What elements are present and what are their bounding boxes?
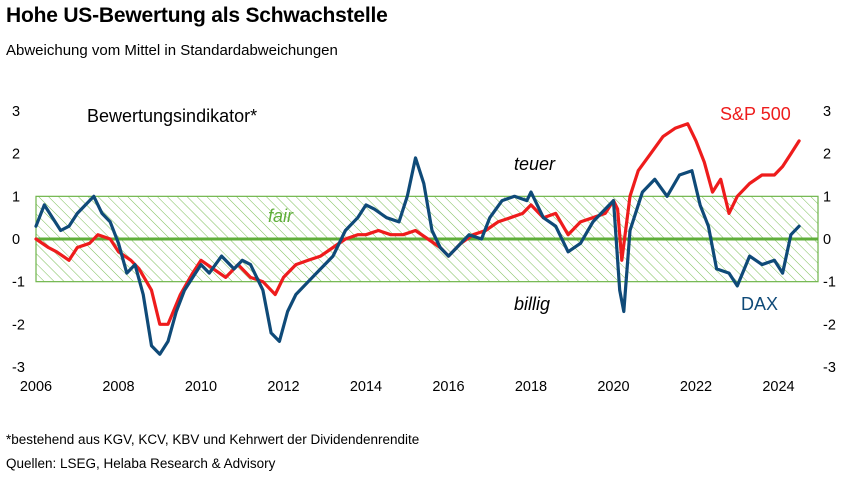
indicator-label: Bewertungsindikator* bbox=[87, 106, 257, 126]
series-line-sp500 bbox=[34, 122, 801, 326]
y-tick-right: 2 bbox=[823, 147, 831, 163]
source-note: Quellen: LSEG, Helaba Research & Advisor… bbox=[6, 456, 276, 471]
y-tick-right: -2 bbox=[823, 317, 836, 333]
series-layer bbox=[34, 122, 801, 356]
y-tick-right: -1 bbox=[823, 275, 836, 291]
y-tick-right: 1 bbox=[823, 189, 831, 205]
annotation-fair: fair bbox=[268, 206, 294, 226]
y-tick-left: 2 bbox=[12, 147, 20, 163]
x-tick: 2010 bbox=[185, 379, 217, 395]
x-tick: 2018 bbox=[515, 379, 547, 395]
x-tick: 2014 bbox=[350, 379, 382, 395]
x-tick: 2012 bbox=[267, 379, 299, 395]
x-tick: 2006 bbox=[20, 379, 52, 395]
axes-layer: 3 3 2 2 1 1 0 0 -1 -1 -2 -2 -3 -3 2006 2008 2010 2012 2014… bbox=[12, 104, 836, 395]
x-tick: 2022 bbox=[680, 379, 712, 395]
y-tick-right: 3 bbox=[823, 104, 831, 120]
y-tick-right: 0 bbox=[823, 232, 831, 248]
chart-subtitle: Abweichung vom Mittel in Standardabweich… bbox=[6, 42, 338, 59]
x-tick: 2024 bbox=[762, 379, 794, 395]
x-tick: 2020 bbox=[597, 379, 629, 395]
annotation-teuer: teuer bbox=[514, 154, 556, 174]
legend-label-dax: DAX bbox=[741, 294, 778, 314]
series-line-dax bbox=[34, 156, 801, 356]
y-tick-left: 1 bbox=[12, 189, 20, 205]
legend-label-sp500: S&P 500 bbox=[720, 104, 791, 124]
annotation-layer: Bewertungsindikator* fair teuer billig S… bbox=[87, 104, 791, 314]
y-tick-right: -3 bbox=[823, 360, 836, 376]
annotation-billig: billig bbox=[514, 294, 550, 314]
y-tick-left: 3 bbox=[12, 104, 20, 120]
y-tick-left: -3 bbox=[12, 360, 25, 376]
y-tick-left: -1 bbox=[12, 275, 25, 291]
y-tick-left: -2 bbox=[12, 317, 25, 333]
x-tick: 2008 bbox=[102, 379, 134, 395]
footnote: *bestehend aus KGV, KCV, KBV und Kehrwer… bbox=[6, 432, 420, 447]
chart-title: Hohe US-Bewertung als Schwachstelle bbox=[6, 4, 388, 27]
y-tick-left: 0 bbox=[12, 232, 20, 248]
x-tick: 2016 bbox=[432, 379, 464, 395]
